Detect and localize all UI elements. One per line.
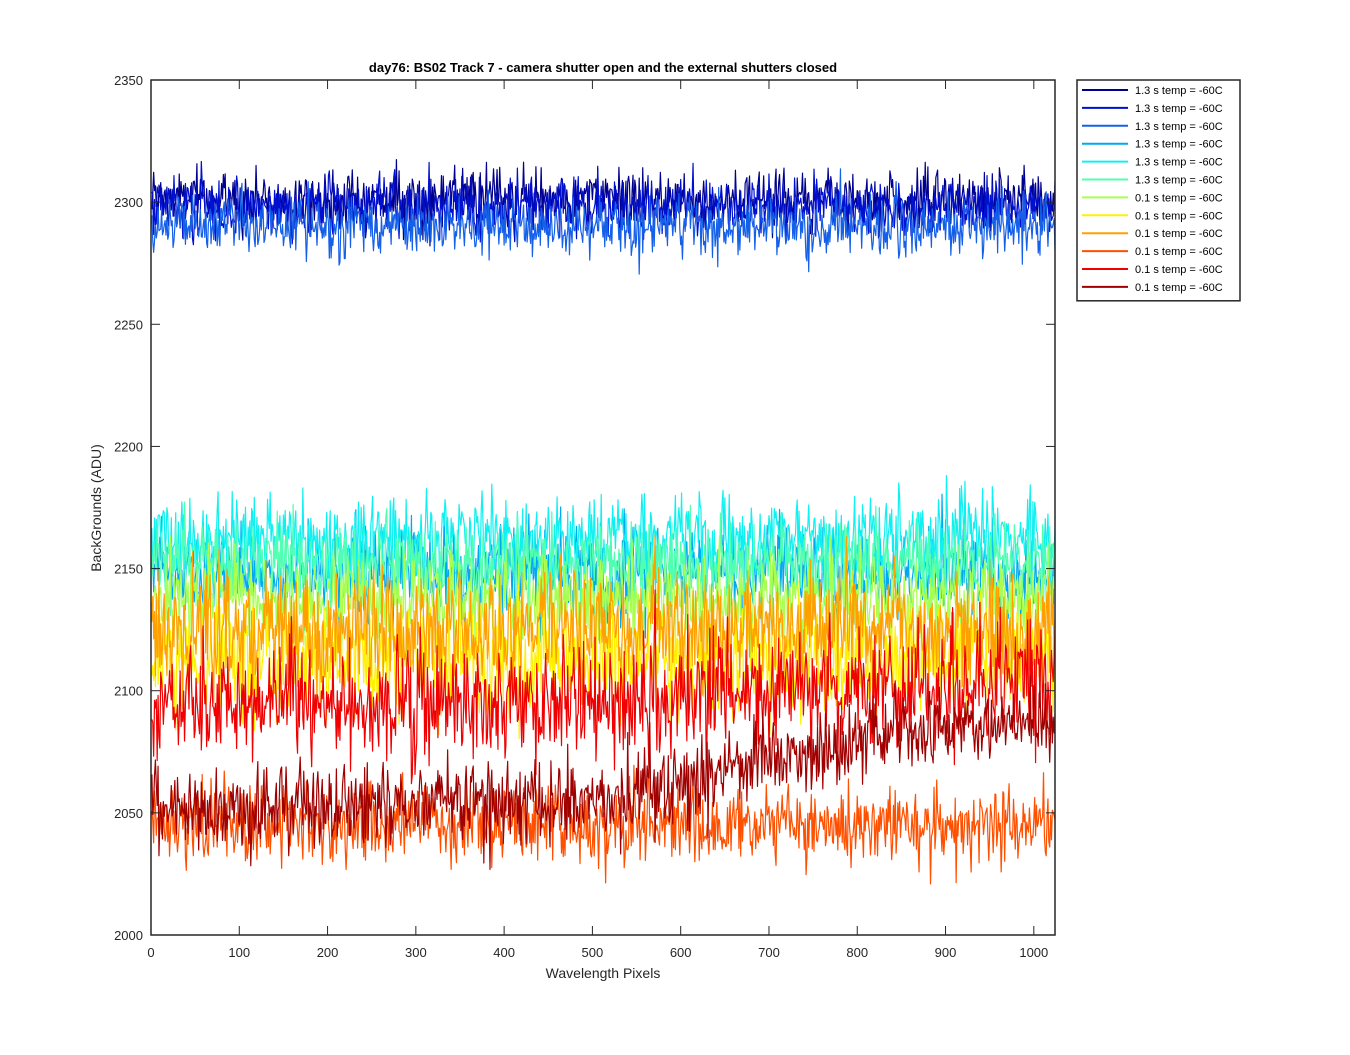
plot-frame — [150, 79, 1056, 936]
series-line-11 — [151, 589, 1055, 785]
x-tick-label: 800 — [846, 945, 868, 960]
series-line-3 — [151, 168, 1055, 275]
series-line-6 — [151, 501, 1055, 631]
legend-label: 1.3 s temp = -60C — [1135, 175, 1223, 187]
x-tick-label: 0 — [147, 945, 154, 960]
legend-box — [1076, 79, 1241, 302]
series-line-9 — [151, 534, 1055, 712]
series-line-12 — [151, 675, 1055, 870]
x-tick-label: 100 — [228, 945, 250, 960]
series-layer — [151, 158, 1055, 885]
legend: 1.3 s temp = -60C 1.3 s temp = -60C 1.3 s … — [1076, 79, 1241, 302]
x-axis-title: Wavelength Pixels — [546, 965, 661, 981]
legend-label: 1.3 s temp = -60C — [1135, 121, 1223, 133]
y-tick-label: 2250 — [114, 317, 143, 332]
y-tick-label: 2350 — [114, 73, 143, 88]
legend-label: 1.3 s temp = -60C — [1135, 103, 1223, 115]
legend-label: 1.3 s temp = -60C — [1135, 157, 1223, 169]
legend-label: 0.1 s temp = -60C — [1135, 264, 1223, 276]
legend-label: 0.1 s temp = -60C — [1135, 192, 1223, 204]
y-tick-label: 2200 — [114, 439, 143, 454]
x-tick-label: 300 — [405, 945, 427, 960]
legend-label: 0.1 s temp = -60C — [1135, 246, 1223, 258]
axes-layer: 0 100 200 300 400 500 600 700 800 900 1000 2000 2050… — [114, 73, 1056, 960]
y-tick-label: 2000 — [114, 928, 143, 943]
x-tick-label: 200 — [317, 945, 339, 960]
legend-label: 0.1 s temp = -60C — [1135, 228, 1223, 240]
series-line-10 — [151, 764, 1055, 885]
legend-label: 1.3 s temp = -60C — [1135, 139, 1223, 151]
chart-title: day76: BS02 Track 7 - camera shutter ope… — [369, 60, 837, 75]
y-tick-label: 2300 — [114, 195, 143, 210]
y-tick-label: 2150 — [114, 562, 143, 577]
series-line-2 — [151, 160, 1055, 246]
x-tick-label: 400 — [493, 945, 515, 960]
x-tick-label: 700 — [758, 945, 780, 960]
x-tick-label: 600 — [670, 945, 692, 960]
y-tick-label: 2050 — [114, 806, 143, 821]
x-tick-label: 500 — [582, 945, 604, 960]
legend-label: 0.1 s temp = -60C — [1135, 210, 1223, 222]
series-line-1 — [151, 158, 1055, 247]
x-tick-label: 900 — [935, 945, 957, 960]
y-tick-label: 2100 — [114, 684, 143, 699]
y-axis-title: BackGrounds (ADU) — [88, 444, 104, 572]
legend-label: 1.3 s temp = -60C — [1135, 85, 1223, 97]
legend-label: 0.1 s temp = -60C — [1135, 282, 1223, 294]
x-tick-label: 1000 — [1019, 945, 1048, 960]
